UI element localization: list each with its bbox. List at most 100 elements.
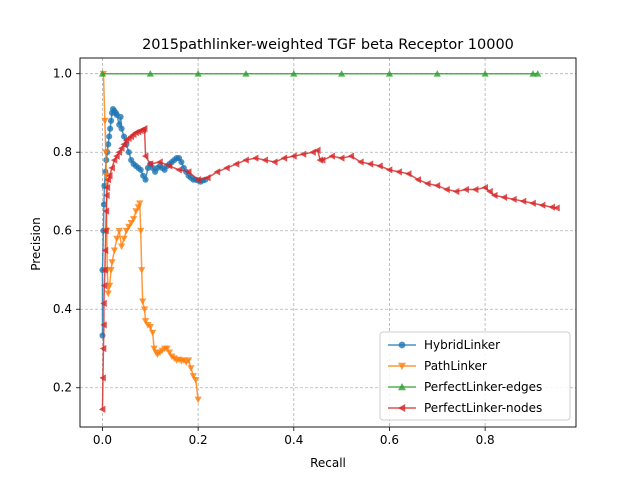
perfectlinker-nodes-point xyxy=(101,246,109,254)
pathlinker-point xyxy=(192,377,200,384)
perfectlinker-nodes-point xyxy=(232,160,240,168)
pathlinker-point xyxy=(189,373,197,380)
hybridlinker-point xyxy=(99,332,106,339)
pathlinker-point xyxy=(129,216,138,223)
perfectlinker-edges-point xyxy=(529,70,537,77)
perfectlinker-edges-point xyxy=(481,70,489,77)
perfectlinker-nodes-point xyxy=(519,197,527,205)
chart-title: 2015pathlinker-weighted TGF beta Recepto… xyxy=(142,37,514,53)
perfectlinker-nodes-point xyxy=(156,158,163,166)
legend-entry-hybridlinker: HybridLinker xyxy=(388,338,500,352)
y-tick-label: 0.6 xyxy=(53,224,72,238)
perfectlinker-nodes-point xyxy=(146,160,154,168)
perfectlinker-nodes-point xyxy=(357,158,364,166)
x-axis-label: Recall xyxy=(310,456,346,470)
perfectlinker-nodes-point xyxy=(102,227,109,235)
perfectlinker-nodes-point xyxy=(486,187,493,196)
perfectlinker-nodes-point xyxy=(99,344,107,353)
perfectlinker-nodes-point xyxy=(376,162,383,170)
perfectlinker-nodes-point xyxy=(318,156,326,164)
pathlinker-point xyxy=(101,117,109,125)
series-perfectlinker-edges xyxy=(98,70,542,77)
perfectlinker-nodes-point xyxy=(103,191,110,199)
perfectlinker-edges-point xyxy=(146,70,154,77)
perfectlinker-nodes-point xyxy=(299,150,307,158)
pathlinker-point xyxy=(115,227,123,235)
perfectlinker-nodes-point xyxy=(290,152,297,160)
perfectlinker-edges-point xyxy=(290,70,298,77)
perfectlinker-nodes-point xyxy=(347,152,355,160)
perfectlinker-nodes-point xyxy=(251,154,259,162)
perfectlinker-nodes-point xyxy=(433,181,441,190)
perfectlinker-nodes-point xyxy=(395,168,402,176)
x-tick-label: 0.2 xyxy=(189,433,208,447)
perfectlinker-nodes-point xyxy=(118,144,125,152)
legend-entry-pathlinker: PathLinker xyxy=(388,359,487,373)
legend-marker xyxy=(398,404,406,412)
pathlinker-point xyxy=(127,219,135,227)
pathlinker-point xyxy=(184,357,193,364)
perfectlinker-nodes-point xyxy=(141,152,149,160)
perfectlinker-nodes-point xyxy=(538,201,546,209)
perfectlinker-nodes-point xyxy=(104,176,112,184)
pathlinker-point xyxy=(107,267,115,274)
perfectlinker-edges-point xyxy=(534,70,542,77)
perfectlinker-nodes-point xyxy=(366,160,374,168)
perfectlinker-nodes-point xyxy=(108,164,115,172)
perfectlinker-nodes-point xyxy=(452,187,460,196)
perfectlinker-nodes-point xyxy=(314,146,321,154)
x-tick-label: 0.4 xyxy=(284,433,303,447)
perfectlinker-nodes-point xyxy=(271,158,278,166)
x-tick-label: 0.8 xyxy=(476,433,495,447)
perfectlinker-nodes-point xyxy=(510,195,517,203)
pathlinker-point xyxy=(187,365,195,372)
perfectlinker-nodes-point xyxy=(106,172,113,180)
legend-marker xyxy=(398,341,406,349)
perfectlinker-nodes-point xyxy=(424,180,431,188)
perfectlinker-nodes-point xyxy=(101,266,108,274)
y-tick-label: 0.2 xyxy=(53,381,72,395)
perfectlinker-edges-point xyxy=(385,70,394,77)
hybridlinker-point xyxy=(142,176,149,183)
perfectlinker-nodes-point xyxy=(529,199,536,207)
perfectlinker-nodes-point xyxy=(110,156,118,164)
pathlinker-point xyxy=(102,172,110,180)
perfectlinker-edges-point xyxy=(98,70,107,77)
pathlinker-point xyxy=(104,290,112,298)
perfectlinker-nodes-point xyxy=(328,152,335,160)
perfectlinker-nodes-point xyxy=(242,156,249,164)
y-tick-label: 0.4 xyxy=(53,302,72,316)
perfectlinker-nodes-point xyxy=(115,148,123,156)
perfectlinker-nodes-point xyxy=(103,183,111,192)
legend-marker xyxy=(398,383,406,391)
legend-label: PathLinker xyxy=(424,359,487,373)
hybridlinker-point xyxy=(106,133,113,140)
hybridlinker-point xyxy=(107,125,114,132)
x-tick-label: 0.0 xyxy=(93,433,112,447)
perfectlinker-nodes-point xyxy=(280,154,288,162)
perfectlinker-nodes-point xyxy=(120,140,127,148)
hybridlinker-point xyxy=(105,141,112,148)
hybridlinker-point xyxy=(117,113,124,120)
perfectlinker-nodes-point xyxy=(100,282,108,290)
series-layer xyxy=(98,70,560,413)
perfectlinker-nodes-point xyxy=(338,154,345,162)
legend-entry-perfectlinker-edges: PerfectLinker-edges xyxy=(388,380,542,394)
legend-label: HybridLinker xyxy=(424,338,500,352)
hybridlinker-point xyxy=(120,133,128,140)
perfectlinker-edges-point xyxy=(338,70,346,77)
hybridlinker-point xyxy=(118,125,125,132)
hybridlinker-point xyxy=(100,201,107,208)
pathlinker-point xyxy=(139,298,147,305)
y-axis-ticks: 0.2 0.4 0.6 0.8 1.0 xyxy=(53,67,80,395)
legend: HybridLinker PathLinker PerfectLinker-edge… xyxy=(379,331,571,421)
perfectlinker-nodes-point xyxy=(548,203,555,211)
perfectlinker-edges-point xyxy=(194,70,202,77)
pathlinker-point xyxy=(122,227,130,235)
perfectlinker-nodes-point xyxy=(100,321,107,329)
pathlinker-point xyxy=(113,235,121,243)
perfectlinker-nodes-point xyxy=(404,170,412,178)
hybridlinker-point xyxy=(108,117,115,124)
perfectlinker-nodes-point xyxy=(100,299,107,307)
